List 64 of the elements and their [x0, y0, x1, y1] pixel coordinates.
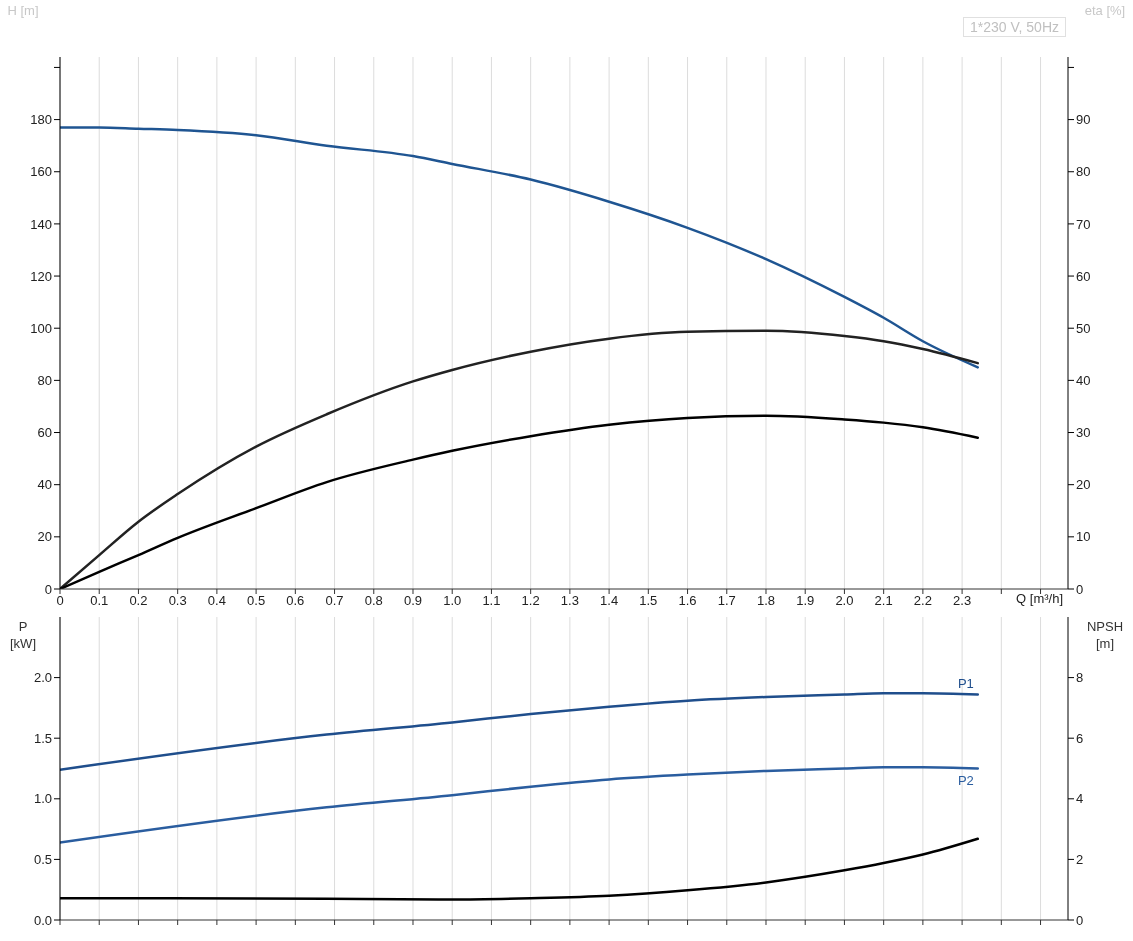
y-tick-label: 1.0	[33, 791, 52, 807]
y2-tick-label: 70	[1076, 216, 1091, 232]
x-tick-label: 1.5	[639, 593, 658, 609]
x-tick-label: 0.3	[168, 593, 187, 609]
y2-tick-label: 8	[1076, 670, 1084, 686]
y-tick-label: 160	[30, 164, 52, 180]
x-axis-title: Q [m³/h]	[1015, 591, 1063, 606]
y2-tick-label: 90	[1076, 112, 1091, 128]
line-series	[60, 126, 980, 369]
x-tick-label: 1.6	[678, 593, 697, 609]
y2-tick-label: 60	[1076, 268, 1091, 284]
y-tick-label: 2.0	[33, 670, 52, 686]
y2-tick-label: 50	[1076, 320, 1091, 336]
y2-tick-label: 40	[1076, 372, 1091, 388]
y-tick-label: 60	[37, 425, 52, 441]
x-tick-label: 0.5	[247, 593, 266, 609]
x-tick-label: 0.1	[90, 593, 109, 609]
y-tick-label: 0.0	[33, 912, 52, 928]
line-series	[60, 329, 980, 589]
x-tick-label: 0.9	[403, 593, 423, 609]
x-tick-label: 0.6	[286, 593, 305, 609]
x-tick-label: 1.3	[560, 593, 579, 609]
y2-axis-title: NPSH [m]	[1085, 618, 1125, 652]
y-tick-label: 40	[37, 477, 52, 493]
y2-tick-label: 80	[1076, 164, 1091, 180]
y-tick-label: 80	[37, 372, 52, 388]
x-tick-label: 1.1	[482, 593, 501, 609]
y2-tick-label: 2	[1076, 852, 1084, 868]
y-axis-title: P [kW]	[9, 618, 37, 652]
y-tick-label: 120	[30, 268, 52, 284]
x-tick-label: 2.2	[913, 593, 932, 609]
x-tick-label: 1.8	[756, 593, 776, 609]
series-label: P1	[957, 675, 974, 691]
y2-tick-label: 6	[1076, 730, 1084, 746]
y2-tick-label: 30	[1076, 425, 1091, 441]
line-series	[60, 692, 980, 771]
x-tick-label: 1.9	[796, 593, 815, 609]
x-tick-label: 1.4	[600, 593, 619, 609]
x-tick-label: 1.0	[443, 593, 462, 609]
x-tick-label: 1.2	[521, 593, 540, 609]
y-tick-label: 100	[30, 320, 52, 336]
chart-title: 1*230 V, 50Hz	[963, 17, 1066, 37]
x-tick-label: 0	[56, 593, 64, 609]
series-label: P2	[957, 772, 974, 788]
y-tick-label: 180	[30, 112, 52, 128]
x-tick-label: 2.3	[953, 593, 972, 609]
x-tick-label: 0.4	[207, 593, 226, 609]
y2-tick-label: 0	[1076, 912, 1084, 928]
x-tick-label: 0.2	[129, 593, 148, 609]
y-tick-label: 0	[44, 581, 52, 597]
y-tick-label: 140	[30, 216, 52, 232]
y2-tick-label: 10	[1076, 529, 1091, 545]
x-tick-label: 0.7	[325, 593, 344, 609]
y-tick-label: 20	[37, 529, 52, 545]
y2-tick-label: 4	[1076, 791, 1084, 807]
y-tick-label: 1.5	[33, 730, 52, 746]
x-tick-label: 0.8	[364, 593, 383, 609]
line-series	[60, 766, 980, 844]
x-tick-label: 2.0	[835, 593, 854, 609]
y2-tick-label: 20	[1076, 477, 1091, 493]
y2-tick-label: 0	[1076, 581, 1084, 597]
x-tick-label: 1.7	[717, 593, 736, 609]
y-tick-label: 0.5	[33, 852, 52, 868]
x-tick-label: 2.1	[874, 593, 893, 609]
